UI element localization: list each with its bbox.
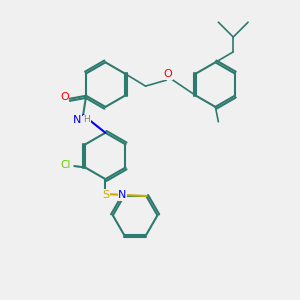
Text: O: O bbox=[164, 69, 172, 79]
Text: N: N bbox=[72, 116, 81, 125]
Text: S: S bbox=[102, 190, 110, 200]
Text: N: N bbox=[118, 190, 127, 200]
Text: O: O bbox=[60, 92, 69, 102]
Text: H: H bbox=[83, 115, 90, 124]
Text: Cl: Cl bbox=[61, 160, 71, 170]
